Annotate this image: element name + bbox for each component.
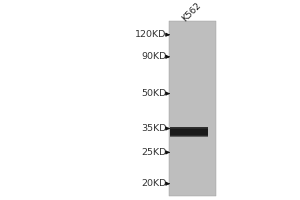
Text: 50KD: 50KD: [141, 89, 167, 98]
Bar: [170, 129, 208, 135]
Text: 120KD: 120KD: [135, 30, 166, 39]
Text: 25KD: 25KD: [141, 148, 167, 157]
Text: 20KD: 20KD: [141, 179, 167, 188]
Bar: [170, 127, 208, 136]
Text: 35KD: 35KD: [141, 124, 167, 133]
Bar: [170, 128, 208, 135]
Bar: [170, 128, 208, 136]
Bar: [169, 21, 216, 196]
Bar: [170, 129, 208, 134]
Text: 90KD: 90KD: [141, 52, 167, 61]
Bar: [170, 129, 208, 135]
Bar: [170, 128, 208, 135]
Bar: [170, 127, 208, 137]
Bar: [170, 129, 208, 135]
Text: K562: K562: [180, 1, 203, 24]
Bar: [170, 127, 208, 136]
Bar: [170, 128, 208, 136]
